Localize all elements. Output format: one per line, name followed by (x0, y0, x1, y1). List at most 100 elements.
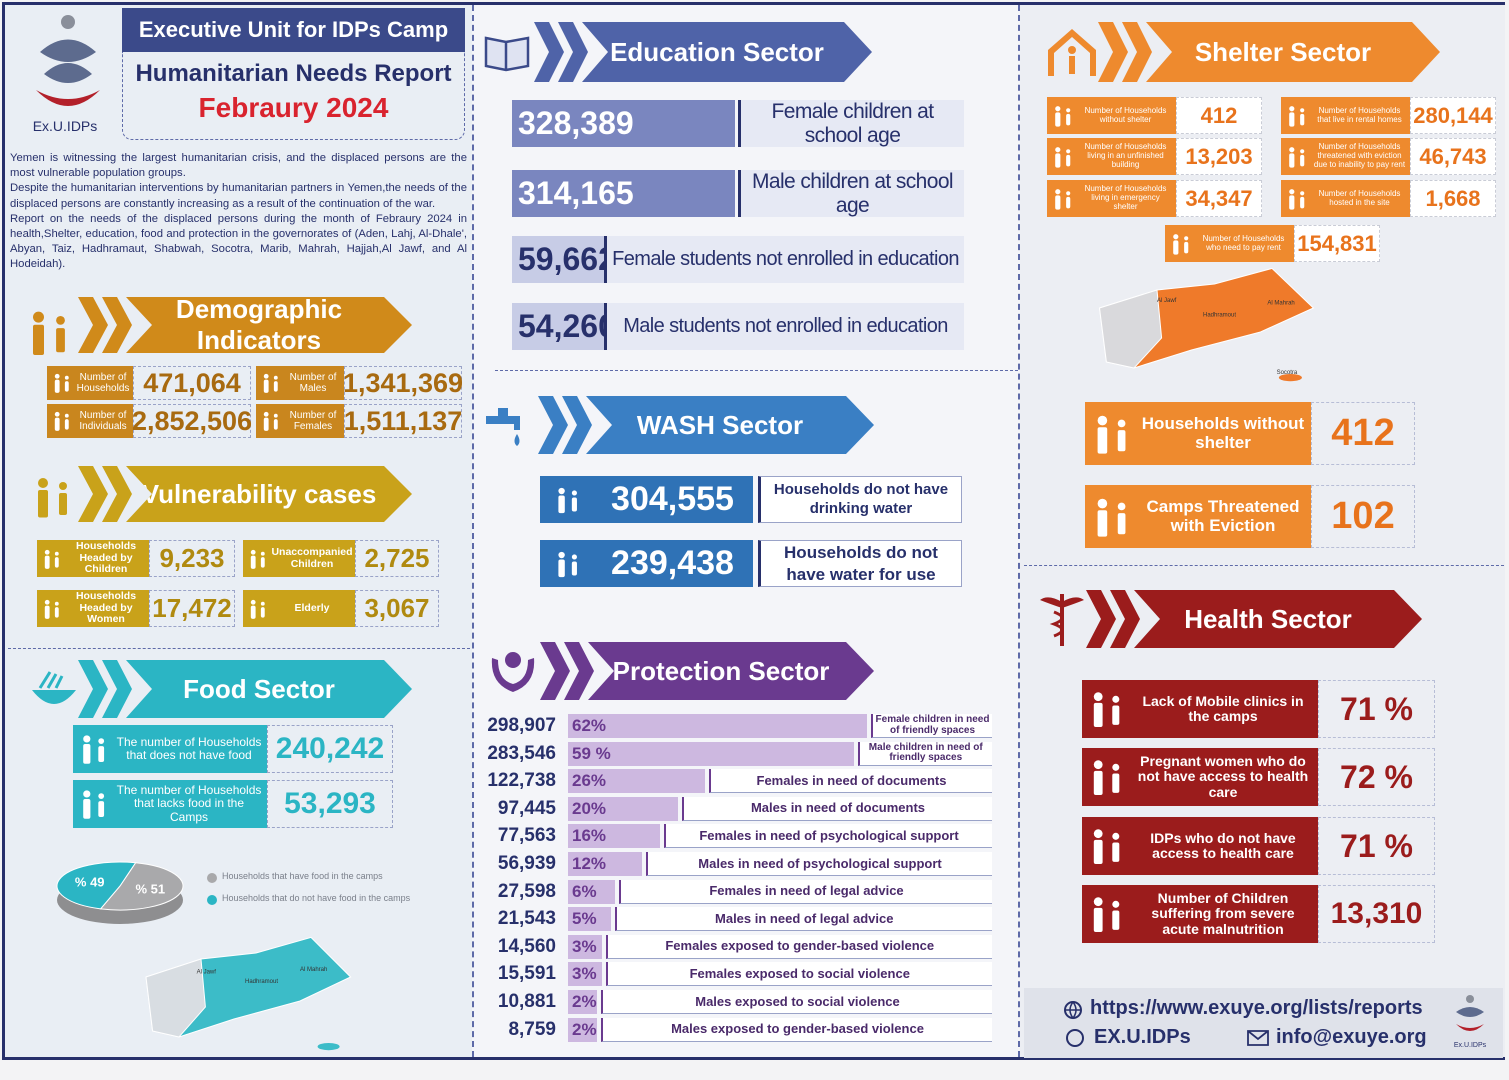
head (54, 601, 59, 606)
protection-label: Males exposed to social violence (601, 990, 992, 1014)
grain (38, 671, 64, 689)
map-label: Hadhramout (245, 979, 278, 985)
protection-count: 122,738 (487, 770, 556, 792)
head (1300, 190, 1305, 195)
head (44, 599, 50, 605)
item-label: Lack of Mobile clinics in the camps (1082, 680, 1318, 738)
section-banner: Shelter Sector (1146, 22, 1440, 82)
item-label: Number of Females (256, 404, 344, 438)
logo-swirl (40, 39, 96, 83)
head (273, 413, 278, 418)
pie-label: % 51 (135, 881, 165, 896)
tap (486, 408, 520, 430)
head (54, 373, 60, 379)
body (571, 561, 577, 576)
book (484, 36, 530, 72)
people-icon (250, 549, 265, 569)
protection-percent: 2% (572, 992, 597, 1011)
protection-bar (568, 907, 611, 932)
people-icon (1173, 233, 1189, 255)
head (1093, 897, 1103, 907)
protection-count: 14,560 (497, 935, 556, 957)
item-value: 412 (1176, 97, 1262, 134)
protection-label: Females exposed to gender-based violence (605, 934, 992, 959)
protection-count: 27,598 (497, 880, 556, 902)
head (505, 652, 521, 668)
body (263, 379, 269, 393)
map-label: Al Mahrah (300, 967, 327, 973)
body (1117, 512, 1126, 534)
item-value: 34,347 (1176, 180, 1262, 217)
item-value: 3,067 (355, 590, 439, 627)
protection-count: 77,563 (497, 825, 556, 847)
body (1112, 842, 1120, 862)
head (1112, 763, 1120, 771)
education-label: Female children at school age (738, 100, 964, 147)
protection-percent: 26% (572, 771, 607, 791)
item-value: 9,233 (149, 540, 235, 577)
map-west (1098, 289, 1163, 369)
map-label: Hadhramout (1203, 312, 1236, 318)
body (250, 555, 256, 569)
head (1055, 188, 1061, 194)
protection-label: Males in need of documents (682, 796, 992, 821)
head (1068, 46, 1076, 54)
map-label: Al Jawf (1157, 298, 1177, 304)
map-label: Al Mahrah (1267, 300, 1294, 306)
item-value: 71 % (1318, 680, 1435, 738)
item-value: 154,831 (1294, 225, 1380, 262)
item-value: 2,852,506 (132, 404, 252, 438)
item-value: 280,144 (1410, 97, 1496, 134)
body (1300, 196, 1305, 208)
globe-icon (1064, 1001, 1082, 1020)
item-label: Number of Children suffering from severe… (1082, 885, 1318, 943)
protection-label: Females in need of documents (709, 769, 992, 794)
body (1173, 239, 1179, 255)
people-icon (1055, 105, 1071, 127)
body (558, 559, 565, 578)
people-icon (1097, 498, 1126, 537)
map-west (145, 958, 206, 1038)
item-value: 412 (1311, 402, 1415, 465)
book-icon (484, 36, 530, 72)
body (1069, 56, 1075, 74)
protection-bar (568, 796, 678, 821)
body (1117, 429, 1126, 451)
protection-percent: 5% (572, 909, 597, 929)
section-banner: WASH Sector (586, 396, 874, 454)
item-value: 13,310 (1318, 885, 1435, 943)
head (83, 735, 91, 743)
people-icon (1093, 692, 1120, 728)
education-label: Female students not enrolled in educatio… (604, 236, 964, 283)
body (33, 324, 44, 356)
footer-logo-text: Ex.U.IDPs (1453, 1042, 1487, 1049)
people-icon (1097, 415, 1126, 454)
protection-bar (568, 879, 615, 904)
item-value: 1,668 (1410, 180, 1496, 217)
intro-paragraph: Despite the humanitarian interventions b… (10, 182, 467, 210)
house-icon (1048, 29, 1096, 76)
legend-label: Households that do not have food in the … (222, 893, 411, 903)
house (1048, 29, 1096, 76)
protection-label: Females in need of legal advice (619, 879, 992, 904)
drop (514, 434, 520, 446)
head (1117, 502, 1126, 510)
protection-count: 15,591 (497, 963, 556, 985)
head (1066, 107, 1071, 112)
head (558, 551, 565, 559)
people-icon (83, 735, 105, 764)
logo-head (1466, 995, 1474, 1003)
section-banner: Protection Sector (588, 642, 874, 700)
pie-label: % 49 (75, 875, 105, 890)
body (1066, 196, 1071, 208)
ring (1066, 1029, 1084, 1047)
body (54, 379, 60, 393)
body (1289, 111, 1295, 127)
people-icon (263, 373, 278, 393)
item-value: 53,293 (267, 780, 393, 828)
protection-bar (568, 1017, 597, 1042)
legend-dot (207, 895, 217, 905)
separator (1024, 565, 1504, 566)
head (1112, 832, 1120, 840)
item-value: 17,472 (149, 590, 235, 627)
